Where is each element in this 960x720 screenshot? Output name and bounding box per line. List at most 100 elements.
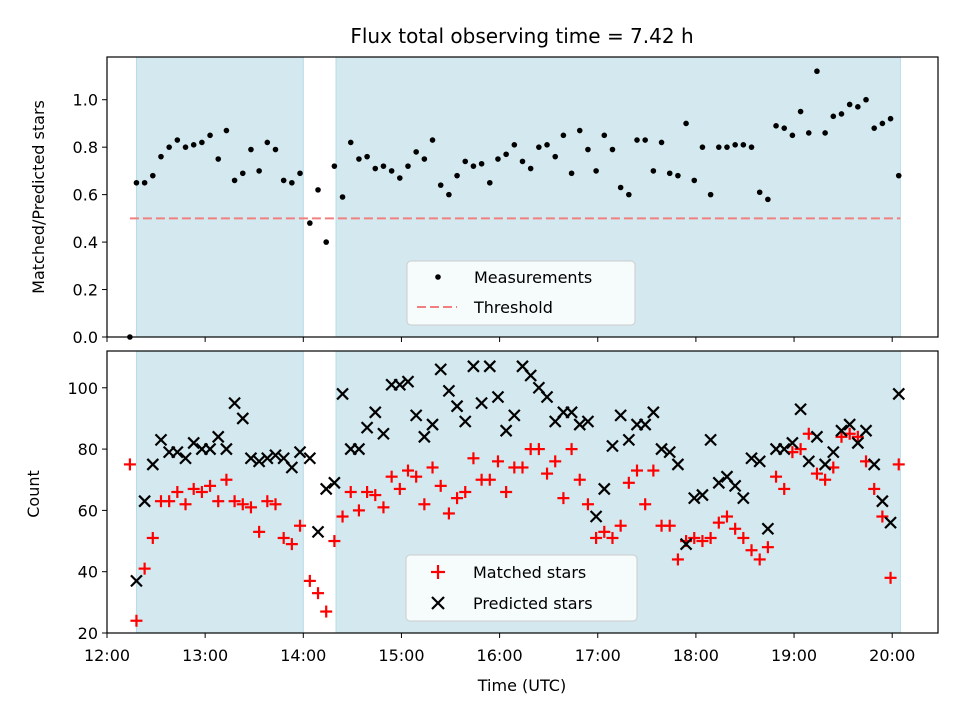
predicted-star-point [696,488,709,502]
measurement-point [486,179,493,186]
measurement-point [715,144,722,150]
predicted-star-point [663,445,677,459]
measurement-point [601,132,608,139]
predicted-star-point [236,412,250,425]
measurement-point [585,146,591,153]
measurement-point [560,132,567,139]
matched-star-point [328,535,341,548]
measurement-point [248,146,254,153]
matched-star-point [344,486,357,498]
predicted-star-point [859,424,873,437]
measurement-point [838,111,845,117]
measurement-point [397,175,403,181]
matched-star-point [253,525,266,538]
bottom-panel: 20 40 60 80 100 12:00 13:00 14:00 15:00 16:00 17:… [24,350,939,695]
matched-star-point [269,498,282,511]
measurement-point [822,130,828,136]
predicted-star-point [368,406,382,419]
predicted-star-point [483,360,497,373]
predicted-star-point [508,409,521,422]
predicted-star-point [524,369,537,382]
matched-star-point [442,507,455,520]
predicted-star-point [794,402,807,416]
measurement-point [666,170,673,177]
measurement-point [454,172,460,179]
matched-star-point [336,510,349,523]
matched-star-point [696,535,709,548]
predicted-star-point [565,406,578,419]
y-tick-label: 1.0 [73,91,98,110]
predicted-star-point [867,458,881,471]
top-y-axis: 0.0 0.2 0.4 0.6 0.8 1.0 [73,91,107,347]
predicted-star-point [434,363,447,376]
matched-star-point [663,519,676,532]
matched-star-point [704,531,717,544]
measurement-point [732,141,738,148]
predicted-star-point [589,510,603,523]
measurement-point [421,156,428,162]
matched-star-point [410,470,423,483]
measurement-point [166,144,172,150]
predicted-star-point [614,409,627,422]
measurement-point [231,177,238,184]
legend-measurements-label: Measurements [474,268,592,287]
predicted-star-points [130,360,906,588]
matched-star-point [361,486,374,498]
measurement-point [658,139,665,146]
measurement-point [388,168,395,174]
predicted-star-point [777,442,791,456]
top-legend: Measurements Threshold [406,260,636,326]
measurement-point [478,160,485,167]
predicted-star-point [252,455,266,468]
measurement-point [264,139,271,146]
predicted-star-point [573,418,587,431]
matched-star-point [810,467,823,480]
measurement-point [568,170,575,177]
predicted-star-point [581,415,595,428]
matched-star-point [671,553,684,566]
top-plot-frame [106,56,939,338]
predicted-star-point [786,436,799,450]
predicted-star-point [360,421,374,434]
predicted-star-point [598,482,611,496]
measurement-point [895,172,902,179]
measurement-point [199,139,205,146]
predicted-star-point [179,452,192,465]
matched-star-point [851,430,864,443]
matched-star-point [737,531,750,544]
matched-star-point [179,498,192,511]
matched-star-point [261,495,274,508]
matched-star-point [228,495,241,508]
matched-star-point [195,486,208,498]
measurement-point [347,139,354,146]
predicted-star-point [171,445,184,459]
predicted-star-point [638,418,652,431]
predicted-star-point [285,461,299,474]
measurement-point [576,127,583,134]
matched-star-point [892,458,905,471]
legend-predicted-marker [431,596,445,610]
matched-star-point [204,479,217,492]
measurement-point [133,179,140,186]
matched-star-point [459,486,472,498]
measurement-point [707,191,714,198]
predicted-star-point [745,452,758,465]
x-tick-label: 13:00 [182,646,228,665]
predicted-star-point [728,479,742,493]
predicted-star-point [328,476,341,490]
matched-star-point [614,519,627,532]
matched-star-point [130,614,143,627]
measurement-point [527,165,534,172]
measurement-point [223,127,230,134]
y-tick-label: 0.6 [73,186,98,205]
matched-star-point [778,482,791,495]
measurement-point [683,120,689,127]
predicted-star-point [269,448,282,462]
measurement-point [879,120,886,127]
matched-star-point [581,498,594,511]
measurement-point [650,168,657,174]
measurement-point [470,163,477,169]
matched-star-point [163,495,176,508]
predicted-star-point [647,406,660,419]
measurement-point [789,132,796,139]
